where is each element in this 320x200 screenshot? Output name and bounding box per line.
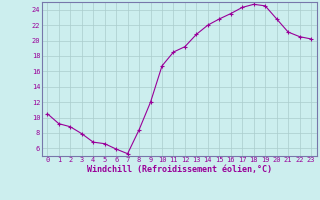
X-axis label: Windchill (Refroidissement éolien,°C): Windchill (Refroidissement éolien,°C) <box>87 165 272 174</box>
